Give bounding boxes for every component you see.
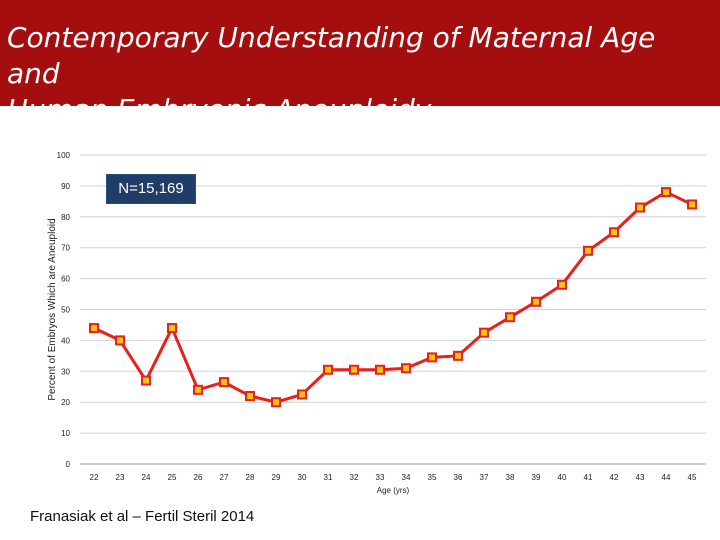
data-point [609, 227, 619, 238]
x-tick-label: 33 [376, 473, 385, 482]
data-point [375, 364, 385, 375]
x-tick-label: 40 [558, 473, 567, 482]
y-tick-label: 70 [61, 244, 70, 253]
data-point [661, 187, 671, 198]
data-point [479, 327, 489, 338]
citation: Franasiak et al – Fertil Steril 2014 [30, 508, 255, 525]
data-point [297, 389, 307, 400]
data-point [323, 364, 333, 375]
data-point [115, 335, 125, 346]
series-line [93, 190, 693, 404]
data-point [427, 352, 437, 363]
x-tick-label: 23 [116, 473, 125, 482]
x-tick-label: 43 [636, 473, 645, 482]
x-axis-label: Age (yrs) [377, 486, 410, 495]
x-tick-label: 26 [194, 473, 203, 482]
x-tick-label: 38 [506, 473, 515, 482]
data-point [193, 384, 203, 395]
data-point [687, 199, 697, 210]
slide-title: Contemporary Understanding of Maternal A… [7, 20, 707, 128]
y-tick-label: 0 [66, 460, 71, 469]
data-point [89, 323, 99, 334]
x-tick-label: 25 [168, 473, 177, 482]
x-tick-label: 28 [246, 473, 255, 482]
data-point [505, 312, 515, 323]
x-tick-label: 30 [298, 473, 307, 482]
x-tick-label: 41 [584, 473, 593, 482]
data-point [167, 323, 177, 334]
y-tick-label: 10 [61, 429, 70, 438]
data-point [271, 397, 281, 408]
title-line-1: Contemporary Understanding of Maternal A… [7, 21, 656, 90]
x-tick-label: 35 [428, 473, 437, 482]
data-point [141, 375, 151, 386]
y-tick-label: 80 [61, 213, 70, 222]
title-line-2: Human Embryonic Aneuploidy [7, 93, 432, 126]
x-tick-label: 31 [324, 473, 333, 482]
data-point [635, 202, 645, 213]
y-tick-label: 40 [61, 336, 70, 345]
x-tick-label: 36 [454, 473, 463, 482]
data-point [349, 364, 359, 375]
data-point [557, 279, 567, 290]
data-point [583, 245, 593, 256]
y-tick-label: 50 [61, 306, 70, 315]
x-tick-label: 42 [610, 473, 619, 482]
x-tick-label: 44 [662, 473, 671, 482]
data-point [531, 296, 541, 307]
y-tick-label: 100 [57, 151, 71, 160]
x-tick-label: 37 [480, 473, 489, 482]
data-point [245, 391, 255, 402]
data-point [219, 377, 229, 388]
y-axis-label: Percent of Embryos Which are Aneuploid [47, 218, 58, 400]
title-bar [0, 0, 720, 106]
y-tick-label: 20 [61, 398, 70, 407]
y-tick-label: 30 [61, 367, 70, 376]
data-point [453, 350, 463, 361]
x-tick-label: 27 [220, 473, 229, 482]
y-tick-label: 60 [61, 275, 70, 284]
line-chart: 0 10 20 30 40 50 60 70 80 90 100 22 23 24 25 26 27 28 29 30… [47, 151, 706, 495]
y-tick-label: 90 [61, 182, 70, 191]
x-tick-label: 24 [142, 473, 151, 482]
x-tick-label: 34 [402, 473, 411, 482]
x-tick-label: 32 [350, 473, 359, 482]
x-tick-label: 45 [688, 473, 697, 482]
x-tick-label: 22 [90, 473, 99, 482]
sample-size-box: N=15,169 [106, 174, 196, 204]
x-tick-label: 29 [272, 473, 281, 482]
x-tick-label: 39 [532, 473, 541, 482]
data-point [401, 363, 411, 374]
